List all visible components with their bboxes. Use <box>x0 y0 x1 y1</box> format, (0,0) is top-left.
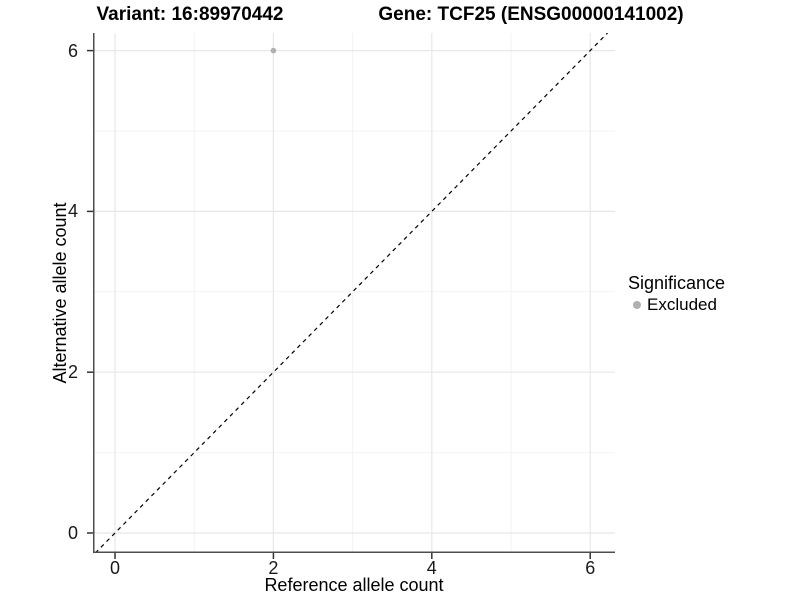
data-point <box>270 47 277 54</box>
legend-entry-excluded: Excluded <box>628 295 725 315</box>
y-tick-label: 0 <box>67 522 78 543</box>
x-tick-label: 4 <box>426 558 437 578</box>
legend-title: Significance <box>628 273 726 293</box>
legend: Significance Excluded <box>628 272 725 315</box>
chart-canvas <box>93 33 615 553</box>
y-axis-label: Alternative allele count <box>50 202 70 384</box>
legend-key <box>628 297 645 314</box>
y-tick-label: 4 <box>67 201 78 222</box>
chart-panel <box>93 33 615 553</box>
x-tick-label: 0 <box>110 558 121 578</box>
y-tick-label: 2 <box>67 362 78 383</box>
gene-title: Gene: TCF25 (ENSG00000141002) <box>378 4 684 25</box>
variant-title: Variant: 16:89970442 <box>96 4 284 25</box>
x-axis-label: Reference allele count <box>264 575 444 595</box>
identity-dashed-line <box>94 33 608 553</box>
y-tick-label: 6 <box>67 40 78 61</box>
x-tick-label: 2 <box>268 558 279 578</box>
legend-entry-label: Excluded <box>647 295 717 314</box>
excluded-marker-icon <box>632 301 641 309</box>
x-tick-label: 6 <box>585 558 596 578</box>
